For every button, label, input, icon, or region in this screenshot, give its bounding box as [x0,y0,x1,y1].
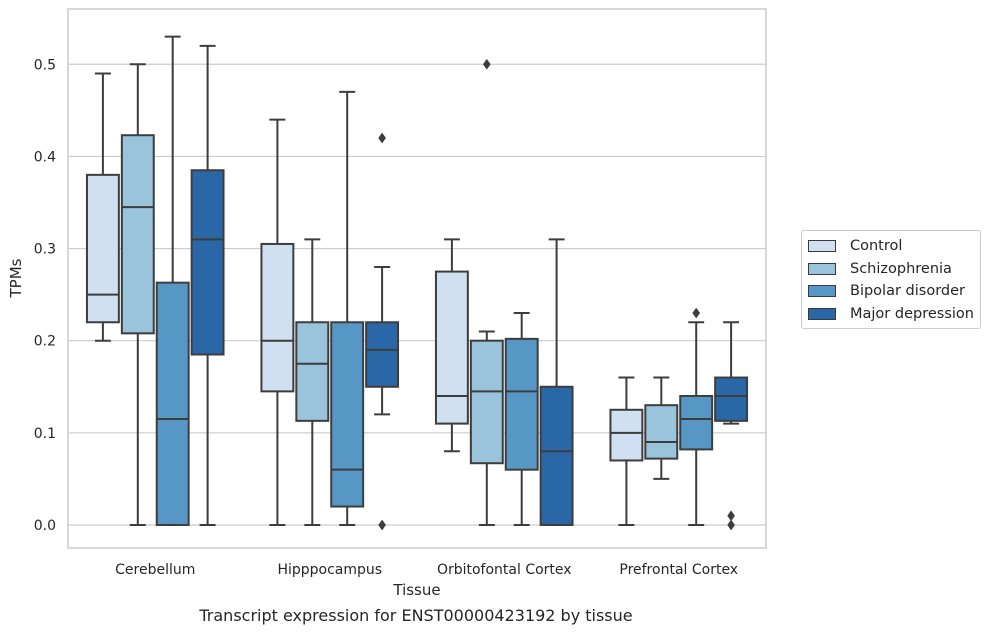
box-iqr [609,408,644,462]
x-axis-ticks: Cerebellum Hipppocampus Orbitofontal Corte… [115,562,738,578]
y-tick-label: 0.1 [34,426,56,442]
x-tick-label: Prefrontal Cortex [619,562,738,578]
y-tick-label: 0.5 [34,57,56,73]
box-iqr [260,242,295,393]
y-tick-label: 0.2 [34,334,56,350]
chart-caption: Transcript expression for ENST0000042319… [199,606,633,625]
box-iqr [85,173,120,324]
box-iqr [155,281,190,526]
legend-label: Schizophrenia [850,260,952,277]
y-tick-label: 0.0 [34,518,56,534]
outlier-point [378,132,386,144]
legend-swatch [808,307,836,320]
legend-item: Control [808,235,974,258]
legend-swatch [808,240,836,253]
x-tick-label: Orbitofontal Cortex [437,562,572,578]
outlier-point [727,519,735,531]
box-iqr [539,385,574,526]
box-iqr [644,404,679,460]
box-iqr [714,376,749,422]
box-iqr [295,321,330,422]
legend: Control Schizophrenia Bipolar disorder Majo… [801,230,981,329]
x-tick-label: Hipppocampus [277,562,382,578]
y-tick-label: 0.3 [34,242,56,258]
legend-label: Control [850,238,903,255]
box-iqr [330,321,365,508]
legend-label: Bipolar disorder [850,283,965,300]
y-axis-ticks: 0.0 0.1 0.2 0.3 0.4 0.5 [34,57,56,534]
box-iqr [120,134,155,335]
box-iqr [469,339,504,465]
outlier-point [692,307,701,319]
box-iqr [190,169,225,356]
box-iqr [365,321,400,388]
legend-label: Major depression [850,305,974,322]
legend-item: Schizophrenia [808,258,974,281]
box-iqr [504,337,539,471]
legend-swatch [808,285,836,298]
box-iqr [434,270,469,425]
box-iqr [679,394,714,451]
x-axis-label: Tissue [392,581,440,599]
box-series [85,35,749,531]
x-tick-label: Cerebellum [115,562,195,578]
outlier-point [482,58,491,70]
legend-swatch [808,262,836,275]
outlier-point [378,519,386,531]
y-axis-label: TPMs [7,258,25,298]
legend-item: Bipolar disorder [808,280,974,303]
legend-item: Major depression [808,303,974,326]
y-tick-label: 0.4 [34,149,56,165]
